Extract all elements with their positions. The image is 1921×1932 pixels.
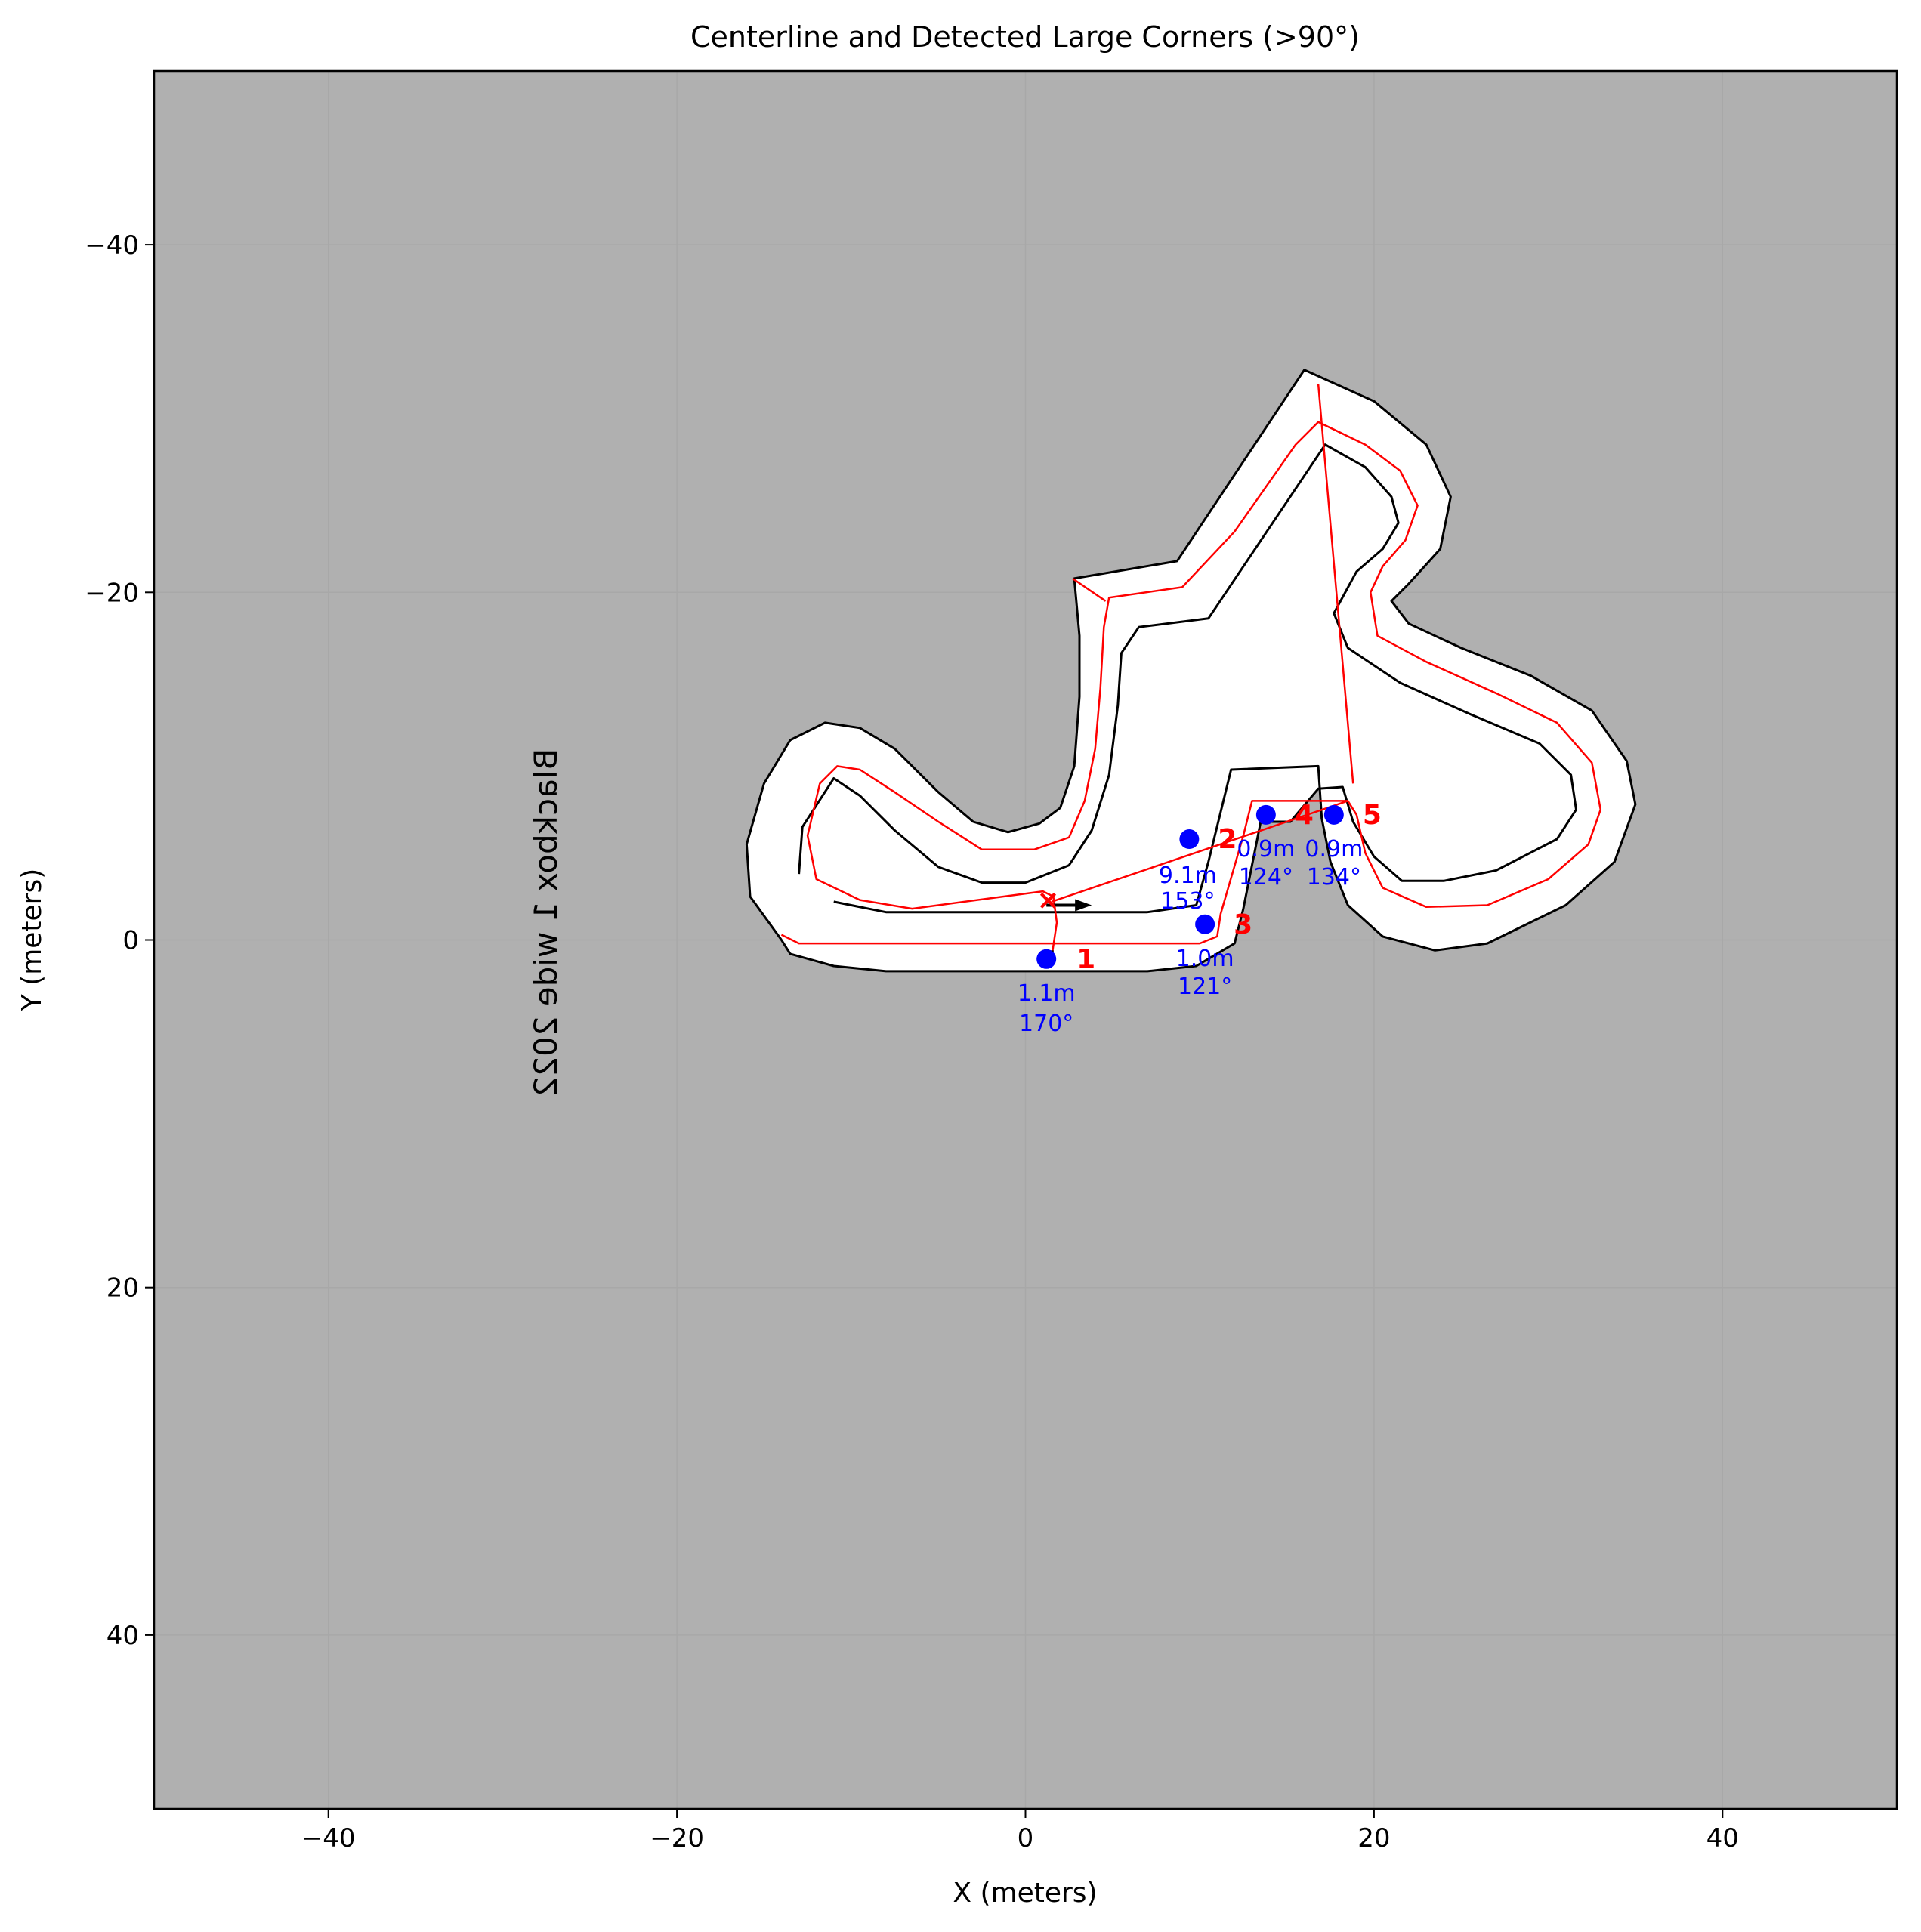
corner-distance: 0.9m xyxy=(1305,836,1363,863)
x-tick-label: −40 xyxy=(301,1823,356,1853)
corner-angle: 170° xyxy=(1019,1011,1073,1037)
x-axis-ticks: −40 −20 0 20 40 xyxy=(301,1809,1739,1853)
connector-line xyxy=(1072,577,1107,602)
connector-lines xyxy=(1051,384,1354,903)
track-inner-boundary xyxy=(780,443,1577,973)
plot-area: × 11.1m170°29.1m153°31.0m121°40.9m124°50… xyxy=(153,69,1898,1810)
x-axis-label: X (meters) xyxy=(953,1878,1097,1909)
corner-markers: 11.1m170°29.1m153°31.0m121°40.9m124°50.9… xyxy=(1018,800,1382,1037)
corner-angle: 134° xyxy=(1307,864,1361,890)
track-outer-boundary xyxy=(745,369,1637,952)
corner-distance: 9.1m xyxy=(1159,863,1217,889)
x-tick-label: 20 xyxy=(1357,1823,1390,1853)
y-tick-label: 40 xyxy=(107,1621,139,1651)
corner-marker xyxy=(1255,804,1276,825)
y-tick-label: −40 xyxy=(85,230,139,261)
track xyxy=(745,369,1637,973)
corner-marker xyxy=(1323,804,1344,825)
centerline xyxy=(780,421,1602,958)
y-tick-label: −20 xyxy=(85,578,139,608)
connector-line xyxy=(1051,800,1348,903)
chart-title: Centerline and Detected Large Corners (>… xyxy=(690,20,1360,54)
start-arrow-head xyxy=(1075,899,1092,912)
corner-marker xyxy=(1195,914,1215,934)
watermark-text: Blackbox 1 wide 2022 xyxy=(527,748,564,1097)
corner-label: 5 xyxy=(1363,800,1382,831)
corner-label: 1 xyxy=(1076,944,1095,975)
x-tick-label: −20 xyxy=(650,1823,704,1853)
corner-distance: 1.0m xyxy=(1176,946,1234,972)
corner-label: 2 xyxy=(1218,824,1237,855)
corner-distance: 1.1m xyxy=(1018,980,1076,1007)
y-axis-ticks: −40 −20 0 20 40 xyxy=(85,230,154,1651)
corner-angle: 121° xyxy=(1178,974,1232,1000)
x-tick-label: 40 xyxy=(1706,1823,1739,1853)
y-tick-label: 0 xyxy=(122,926,139,956)
corner-label: 3 xyxy=(1234,909,1252,940)
corner-label: 4 xyxy=(1295,800,1314,831)
y-tick-label: 20 xyxy=(107,1273,139,1304)
corner-angle: 153° xyxy=(1160,888,1215,915)
corner-angle: 124° xyxy=(1239,864,1293,890)
y-axis-label: Y (meters) xyxy=(17,869,48,1012)
corner-distance: 0.9m xyxy=(1237,836,1295,863)
corner-marker xyxy=(1179,829,1200,850)
corner-marker xyxy=(1036,949,1057,969)
connector-line xyxy=(1317,384,1354,784)
x-tick-label: 0 xyxy=(1018,1823,1034,1853)
start-marker: × xyxy=(1036,885,1059,916)
